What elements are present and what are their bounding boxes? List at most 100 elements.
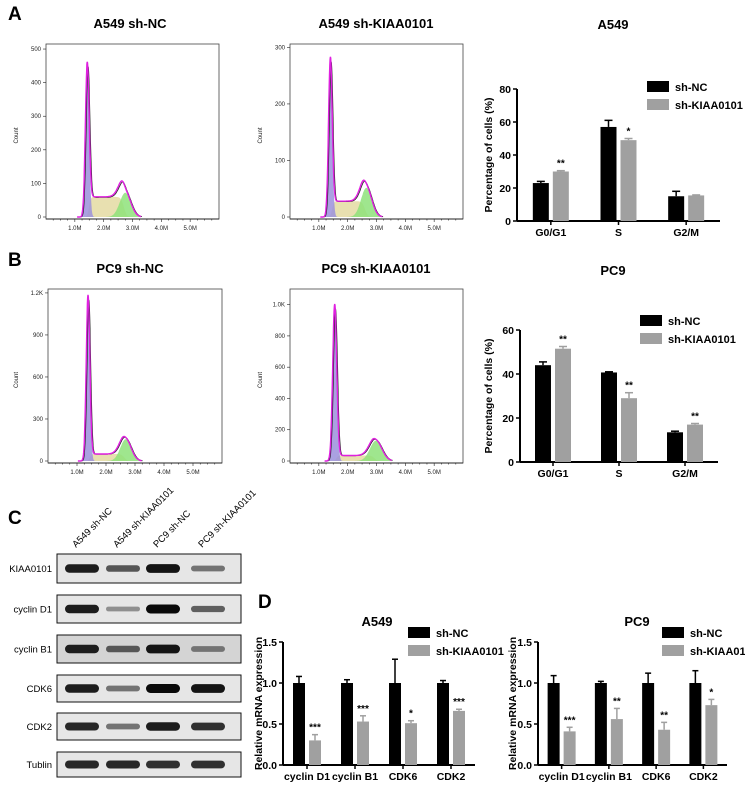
x-tick-label: cyclin D1 [284,771,330,783]
bar-sh-nc [341,683,353,765]
x-tick-label: 5.0M [427,470,440,476]
y-tick-label: 1.0 [262,678,277,690]
y-tick-label: 0.5 [262,719,277,731]
bar-sh-nc [668,196,685,221]
x-tick-label: G0/G1 [535,227,566,239]
histogram-outline [324,303,393,462]
protein-label: CDK6 [27,684,52,695]
y-tick-label: 200 [31,148,42,154]
g2-phase-area [77,192,142,217]
protein-band [191,722,225,731]
histogram-outline [320,56,383,218]
protein-label: cyclin B1 [14,645,52,656]
significance-mark: * [409,709,413,720]
x-tick-label: 3.0M [370,470,383,476]
significance-mark: ** [660,710,668,721]
bar-sh-kiaa0101 [453,710,465,765]
y-tick-label: 0 [282,459,286,465]
y-tick-label: 600 [33,375,44,381]
x-tick-label: 4.0M [155,226,168,232]
bar-sh-nc [642,683,655,765]
significance-mark: *** [564,715,576,726]
y-axis-label: Percentage of cells (%) [483,339,495,454]
y-tick-label: 40 [499,150,511,162]
y-axis-label: Relative mRNA expression [253,637,265,770]
y-tick-label: 200 [275,428,286,434]
protein-band [106,723,140,730]
bar-sh-kiaa0101 [620,140,637,221]
bar-sh-kiaa0101 [705,705,718,765]
lane-label: PC9 sh-NC [151,508,193,550]
y-tick-label: 100 [275,158,286,164]
protein-band [146,604,180,614]
legend-swatch [662,627,684,638]
y-tick-label: 0 [38,215,42,221]
y-tick-label: 40 [502,369,514,381]
bar-sh-nc [389,683,401,765]
charts: A549 sh-NC1.0M 2.0M 3.0M 4.0M 5.0M0100200300… [14,16,745,783]
y-axis-label: Count [14,127,20,143]
legend-label: sh-KIAA0101 [690,646,745,658]
bar-sh-nc [689,683,702,765]
y-tick-label: 800 [275,334,286,340]
x-tick-label: 2.0M [97,226,110,232]
x-tick-label: S [615,468,622,480]
significance-mark: * [627,127,631,138]
bar-sh-nc [667,432,683,462]
y-axis-label: Count [14,372,20,388]
protein-label: cyclin D1 [13,605,52,616]
legend-swatch [640,333,662,344]
significance-mark: *** [453,697,465,708]
y-axis-label: Count [258,372,264,388]
plot-frame [289,43,464,220]
protein-band [65,604,99,614]
y-tick-label: 1.5 [262,637,277,649]
bar-sh-nc [293,683,305,765]
significance-mark: ** [691,412,699,423]
y-tick-label: 1.2K [31,291,43,297]
x-tick-label: 2.0M [341,470,354,476]
bar-sh-nc [594,683,607,765]
x-tick-label: CDK6 [642,771,671,783]
y-tick-label: 60 [502,325,514,337]
hist-pc9-nc-chart: PC9 sh-NC 1.0M 2.0M 3.0M 4.0M 5.0M 0 300 600 900 1… [14,261,223,476]
x-tick-label: 4.0M [157,470,170,476]
bar-sh-kiaa0101 [309,740,321,765]
y-tick-label: 400 [275,396,286,402]
y-axis-label: Percentage of cells (%) [483,98,495,213]
hist-a549-kd-chart: A549 sh-KIAA0101 1.0M 2.0M 3.0M 4.0M 5.0M 0 100… [258,16,464,232]
x-tick-label: 1.0M [312,470,325,476]
bar-sh-nc [535,365,551,462]
y-tick-label: 80 [499,84,511,96]
protein-label: Tublin [26,760,52,771]
bar-pc9-chart: PC9 0 20 40 60 G0/G1 ** S ** G2/M ** sh-NC sh-KIAA01… [483,263,736,480]
x-tick-label: cyclin D1 [539,771,585,783]
bar-sh-kiaa0101 [687,424,703,462]
y-tick-label: 1.5 [517,637,532,649]
y-axis-label: Count [258,127,264,143]
bar-sh-nc [532,183,549,221]
hist-pc9-kd-chart: PC9 sh-KIAA0101 1.0M 2.0M 3.0M 4.0M 5.0M 0 200 4… [258,261,464,476]
x-tick-label: 1.0M [68,226,81,232]
legend-label: sh-NC [675,82,707,94]
protein-band [191,684,225,693]
x-tick-label: G0/G1 [538,468,569,480]
protein-band [146,722,180,731]
y-tick-label: 0 [282,215,286,221]
chart-title: PC9 sh-NC [96,261,164,276]
protein-band [65,722,99,731]
legend-swatch [408,627,430,638]
chart-title: PC9 [600,263,625,278]
panel-label-a: A [8,4,22,25]
y-tick-label: 400 [31,81,42,87]
protein-band [106,645,140,653]
x-tick-label: CDK6 [389,771,418,783]
hist-a549-nc-chart: A549 sh-NC 1.0M 2.0M 3.0M 4.0M 5.0M 0 100 200 300… [14,16,220,232]
significance-mark: ** [557,159,565,170]
significance-mark: ** [559,335,567,346]
bar-sh-kiaa0101 [688,195,705,221]
significance-mark: *** [357,704,369,715]
chart-title: A549 sh-NC [94,16,168,31]
